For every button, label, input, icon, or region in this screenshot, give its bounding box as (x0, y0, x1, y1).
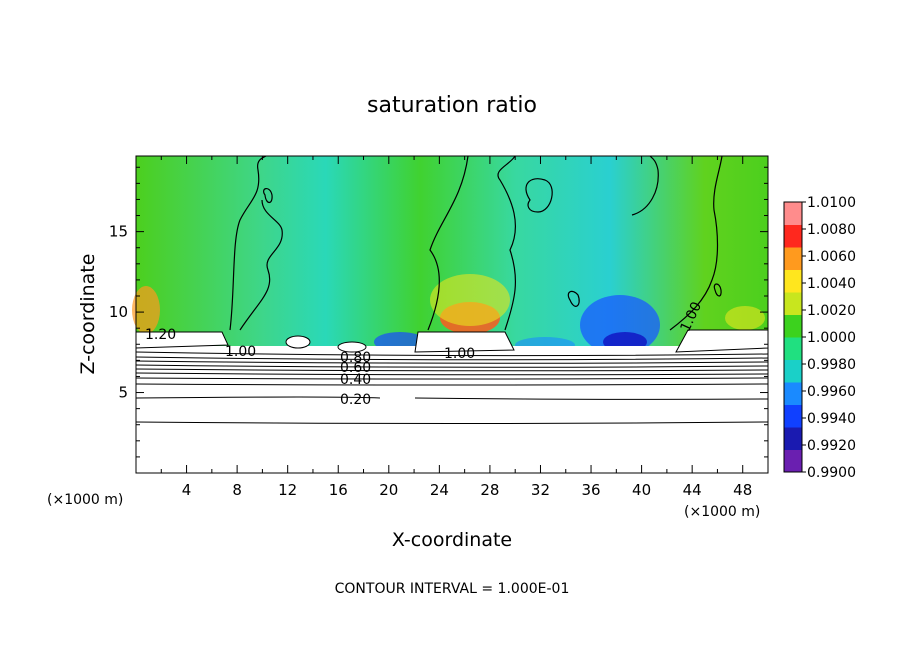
contour-label: 0.80 (340, 350, 371, 366)
x-tick-label: 4 (182, 481, 192, 499)
contour-label: 0.40 (340, 372, 371, 388)
x-tick-label: 24 (430, 481, 449, 499)
colorbar-swatch (784, 449, 802, 473)
contour-label: 1.00 (225, 344, 256, 360)
colorbar-label: 0.9980 (807, 357, 856, 373)
colorbar-swatch (784, 382, 802, 405)
colorbar-label: 1.0080 (807, 222, 856, 238)
colorbar-label: 0.9960 (807, 384, 856, 400)
cloud-patch-small (337, 341, 367, 353)
colorbar-swatch (784, 359, 802, 383)
x-unit-right: (×1000 m) (684, 504, 760, 520)
contour-lines (135, 351, 769, 424)
y-tick-label: 5 (118, 384, 128, 402)
y-tick-label: 15 (109, 223, 128, 241)
colorbar-label: 0.9920 (807, 438, 856, 454)
contour-label: 0.20 (340, 392, 371, 408)
contour-interval-note: CONTOUR INTERVAL = 1.000E-01 (335, 581, 570, 597)
colorbar-label: 1.0100 (807, 195, 856, 211)
colorbar-swatch (784, 202, 802, 225)
yellow-right (725, 306, 765, 330)
x-tick-label: 48 (733, 481, 752, 499)
x-tick-label: 28 (480, 481, 499, 499)
colorbar-swatch (784, 337, 802, 360)
contour-label: 0.60 (340, 360, 371, 376)
x-tick-label: 32 (531, 481, 550, 499)
plot-area: 1.20 1.00 0.80 0.60 0.40 0.20 1.00 1.00 … (109, 155, 769, 499)
yellow-anomaly (430, 274, 510, 326)
x-axis-ticks: 4 8 12 16 20 24 28 32 36 40 44 48 (160, 156, 752, 499)
colorbar-swatch (784, 224, 802, 248)
colorbar-label: 0.9900 (807, 465, 856, 481)
colorbar-label: 1.0000 (807, 330, 856, 346)
colorbar-label: 1.0060 (807, 249, 856, 265)
cloud-patch-small-2 (285, 335, 311, 349)
chart-title: saturation ratio (367, 93, 537, 118)
y-axis-label: Z-coordinate (77, 254, 99, 375)
x-tick-label: 44 (683, 481, 702, 499)
contour-label: 1.20 (145, 327, 176, 343)
plot-frame (135, 155, 769, 474)
colorbar-label: 1.0040 (807, 276, 856, 292)
orange-left-edge (132, 286, 160, 334)
cloud-patch-center (414, 331, 515, 353)
colorbar-swatch (784, 269, 802, 293)
colorbar-swatch (784, 247, 802, 270)
colorbar-label: 1.0020 (807, 303, 856, 319)
colorbar-swatch (784, 427, 802, 450)
y-tick-label: 10 (109, 303, 128, 321)
x-tick-label: 36 (581, 481, 600, 499)
x-tick-label: 16 (329, 481, 348, 499)
x-unit-left: (×1000 m) (47, 492, 123, 508)
colorbar-swatch (784, 404, 802, 428)
x-tick-label: 40 (632, 481, 651, 499)
y-axis-ticks: 5 10 15 (109, 166, 768, 458)
x-tick-label: 8 (232, 481, 242, 499)
contour-one (229, 155, 723, 331)
colorbar-label: 0.9940 (807, 411, 856, 427)
x-axis-label: X-coordinate (392, 529, 512, 551)
x-tick-label: 12 (278, 481, 297, 499)
x-tick-label: 20 (379, 481, 398, 499)
colorbar: 1.0100 1.0080 1.0060 1.0040 1.0020 1.0000 0.99… (783, 195, 856, 481)
colorbar-swatch (784, 292, 802, 315)
colorbar-swatch (784, 314, 802, 338)
lower-region (136, 346, 768, 473)
contour-label: 1.00 (444, 346, 475, 362)
